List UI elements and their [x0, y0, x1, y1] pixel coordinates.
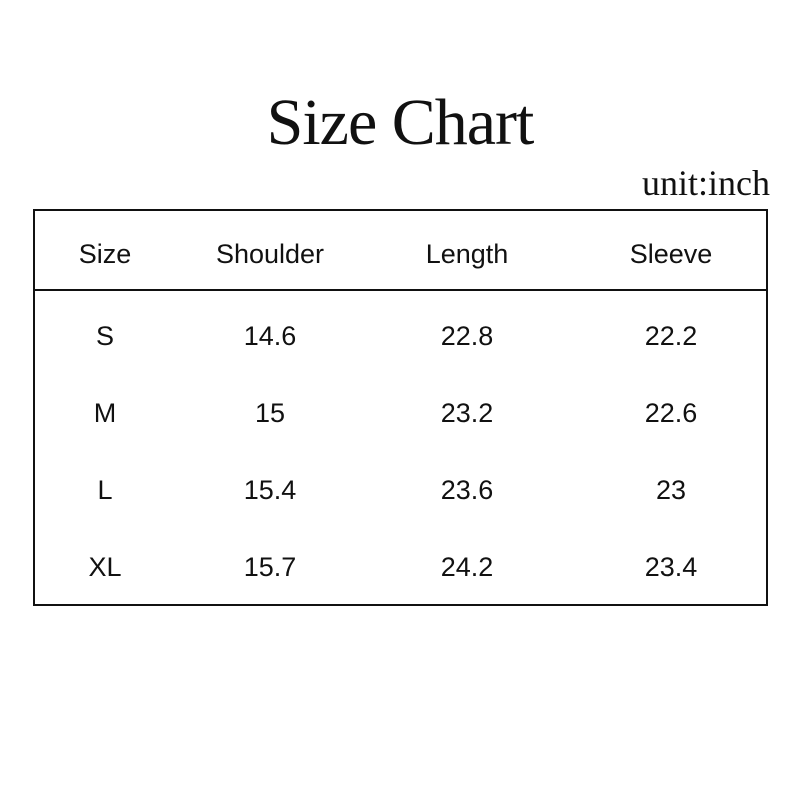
unit-label: unit:inch — [642, 163, 770, 203]
table-cell: 23.2 — [440, 398, 494, 428]
column-header: Length — [425, 239, 509, 269]
table-cell: S — [95, 321, 115, 351]
table-cell: 23.4 — [644, 552, 698, 582]
table-cell: L — [97, 475, 113, 505]
table-cell: M — [93, 398, 117, 428]
column-header: Shoulder — [215, 239, 325, 269]
table-cell: 22.2 — [644, 321, 698, 351]
table-cell: 15.4 — [243, 475, 297, 505]
table-cell: 22.8 — [440, 321, 494, 351]
column-header: Size — [78, 239, 132, 269]
table-cell: 23 — [655, 475, 687, 505]
table-cell: 14.6 — [243, 321, 297, 351]
table-header: Size Shoulder Length Sleeve — [35, 211, 766, 291]
table-cell: XL — [88, 552, 122, 582]
table-cell: 22.6 — [644, 398, 698, 428]
size-table: Size Shoulder Length Sleeve S 14.6 22.8 22.2 M 1… — [33, 209, 768, 606]
page-title: Size Chart — [266, 86, 535, 159]
column-header: Sleeve — [629, 239, 713, 269]
table-cell: 15 — [254, 398, 286, 428]
table-cell: 24.2 — [440, 552, 494, 582]
table-cell: 23.6 — [440, 475, 494, 505]
table-cell: 15.7 — [243, 552, 297, 582]
